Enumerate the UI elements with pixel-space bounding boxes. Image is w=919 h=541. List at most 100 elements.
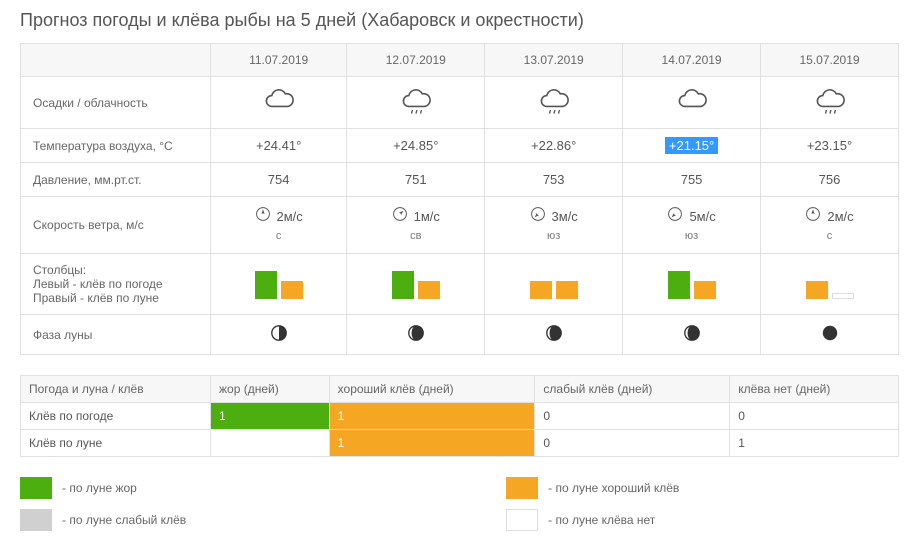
bars-cell bbox=[211, 254, 347, 315]
header-empty bbox=[21, 44, 211, 77]
summary-col0: Погода и луна / клёв bbox=[21, 376, 211, 403]
date-header: 14.07.2019 bbox=[623, 44, 761, 77]
row-label: Температура воздуха, °С bbox=[21, 129, 211, 163]
wind-direction: юз bbox=[631, 228, 752, 245]
bars-cell bbox=[485, 254, 623, 315]
table-row: Давление, мм.рт.ст.754751753755756 bbox=[21, 163, 899, 197]
legend-swatch bbox=[20, 509, 52, 531]
cloud-rain-icon bbox=[398, 104, 434, 119]
bar-moon bbox=[281, 281, 303, 299]
bar-weather bbox=[530, 281, 552, 299]
bar-moon bbox=[556, 281, 578, 299]
summary-col: жор (дней) bbox=[211, 376, 330, 403]
legend-label: - по луне слабый клёв bbox=[62, 513, 186, 527]
summary-cell: 0 bbox=[535, 430, 730, 457]
temp-cell: +22.86° bbox=[485, 129, 623, 163]
pressure-cell: 756 bbox=[761, 163, 899, 197]
temp-cell: +24.85° bbox=[347, 129, 485, 163]
wind-speed: 2м/с bbox=[827, 207, 853, 227]
bars-cell bbox=[623, 254, 761, 315]
table-row: Фаза луны bbox=[21, 315, 899, 355]
header-row: 11.07.2019 12.07.2019 13.07.2019 14.07.2… bbox=[21, 44, 899, 77]
summary-row: Клёв по луне101 bbox=[21, 430, 899, 457]
summary-row-label: Клёв по погоде bbox=[21, 403, 211, 430]
temp-cell: +23.15° bbox=[761, 129, 899, 163]
wind-direction: юз bbox=[493, 228, 614, 245]
pressure-cell: 751 bbox=[347, 163, 485, 197]
page-title: Прогноз погоды и клёва рыбы на 5 дней (Х… bbox=[20, 10, 899, 31]
legend-swatch bbox=[506, 477, 538, 499]
wind-direction: св bbox=[355, 228, 476, 245]
table-row: Осадки / облачность bbox=[21, 77, 899, 129]
bar-weather bbox=[255, 271, 277, 299]
cloud-rain-icon bbox=[536, 104, 572, 119]
moon-cell bbox=[623, 315, 761, 355]
summary-cell: 1 bbox=[211, 403, 330, 430]
temp-cell: +24.41° bbox=[211, 129, 347, 163]
moon-cell bbox=[347, 315, 485, 355]
bar-moon bbox=[694, 281, 716, 299]
summary-col: хороший клёв (дней) bbox=[329, 376, 535, 403]
temp-cell: +21.15° bbox=[623, 129, 761, 163]
table-row: Скорость ветра, м/с 2м/с с 1м/с св 3м/с … bbox=[21, 197, 899, 254]
wind-speed: 2м/с bbox=[277, 207, 303, 227]
cloud-icon bbox=[261, 104, 297, 119]
wind-cell: 2м/с с bbox=[761, 197, 899, 254]
table-row: Столбцы:Левый - клёв по погодеПравый - к… bbox=[21, 254, 899, 315]
summary-col: клёва нет (дней) bbox=[730, 376, 899, 403]
wind-cell: 2м/с с bbox=[211, 197, 347, 254]
legend-swatch bbox=[506, 509, 538, 531]
cloud-rain-icon bbox=[812, 104, 848, 119]
row-label: Осадки / облачность bbox=[21, 77, 211, 129]
summary-cell: 0 bbox=[730, 403, 899, 430]
bar-weather bbox=[392, 271, 414, 299]
bar-weather bbox=[668, 271, 690, 299]
wind-speed: 5м/с bbox=[689, 207, 715, 227]
date-header: 13.07.2019 bbox=[485, 44, 623, 77]
legend-item: - по луне хороший клёв bbox=[506, 477, 679, 499]
moon-waxing-gibbous-icon bbox=[407, 330, 425, 345]
date-header: 11.07.2019 bbox=[211, 44, 347, 77]
legend-label: - по луне жор bbox=[62, 481, 137, 495]
weather-cell bbox=[623, 77, 761, 129]
row-label: Скорость ветра, м/с bbox=[21, 197, 211, 254]
moon-first-quarter-icon bbox=[270, 330, 288, 345]
summary-row: Клёв по погоде1100 bbox=[21, 403, 899, 430]
legend: - по луне жор - по луне слабый клёв - по … bbox=[20, 477, 899, 531]
row-label: Давление, мм.рт.ст. bbox=[21, 163, 211, 197]
wind-direction: с bbox=[219, 228, 338, 245]
pressure-cell: 753 bbox=[485, 163, 623, 197]
summary-col: слабый клёв (дней) bbox=[535, 376, 730, 403]
summary-row-label: Клёв по луне bbox=[21, 430, 211, 457]
weather-cell bbox=[347, 77, 485, 129]
compass-icon bbox=[805, 206, 821, 228]
legend-item: - по луне жор bbox=[20, 477, 186, 499]
wind-cell: 3м/с юз bbox=[485, 197, 623, 254]
summary-cell bbox=[211, 430, 330, 457]
summary-cell: 1 bbox=[329, 430, 535, 457]
table-row: Температура воздуха, °С+24.41°+24.85°+22… bbox=[21, 129, 899, 163]
compass-icon bbox=[392, 206, 408, 228]
weather-cell bbox=[211, 77, 347, 129]
moon-waxing-gibbous-icon bbox=[683, 330, 701, 345]
moon-cell bbox=[485, 315, 623, 355]
weather-cell bbox=[485, 77, 623, 129]
wind-direction: с bbox=[769, 228, 890, 245]
pressure-cell: 755 bbox=[623, 163, 761, 197]
legend-swatch bbox=[20, 477, 52, 499]
bar-moon bbox=[418, 281, 440, 299]
date-header: 12.07.2019 bbox=[347, 44, 485, 77]
compass-icon bbox=[667, 206, 683, 228]
bar-moon-none bbox=[832, 293, 854, 299]
summary-cell: 0 bbox=[535, 403, 730, 430]
legend-item: - по луне слабый клёв bbox=[20, 509, 186, 531]
bars-cell bbox=[761, 254, 899, 315]
moon-cell bbox=[761, 315, 899, 355]
moon-waxing-gibbous-icon bbox=[545, 330, 563, 345]
weather-cell bbox=[761, 77, 899, 129]
summary-cell: 1 bbox=[329, 403, 535, 430]
compass-icon bbox=[255, 206, 271, 228]
legend-label: - по луне клёва нет bbox=[548, 513, 655, 527]
wind-speed: 3м/с bbox=[552, 207, 578, 227]
forecast-table: 11.07.2019 12.07.2019 13.07.2019 14.07.2… bbox=[20, 43, 899, 355]
